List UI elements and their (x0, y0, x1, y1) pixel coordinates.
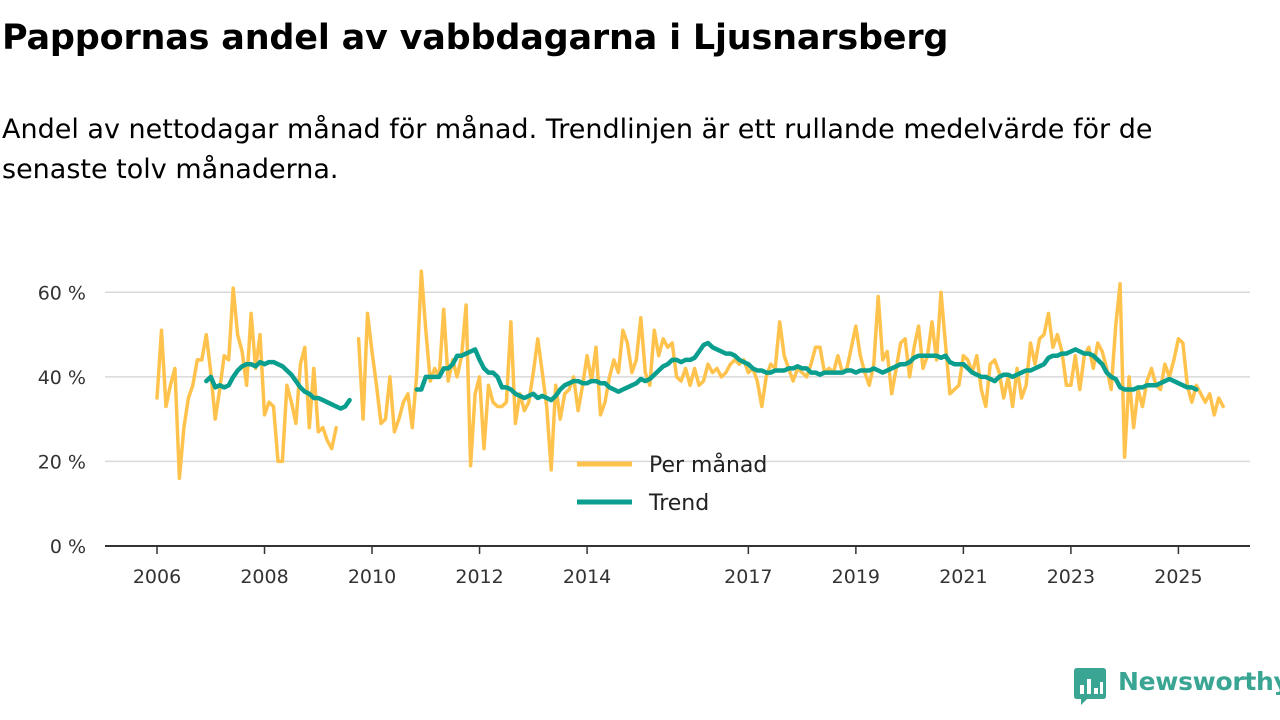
x-tick-label: 2019 (832, 566, 880, 588)
x-tick-label: 2008 (240, 566, 288, 588)
chart-subtitle: Andel av nettodagar månad för månad. Tre… (2, 114, 1153, 185)
axes: 0 % 20 % 40 % 60 % 2006 2008 2010 2012 2014 2017 2… (38, 282, 1250, 588)
legend-label: Per månad (649, 452, 767, 478)
series-lines (155, 269, 1225, 481)
series-line-monthly (155, 269, 1225, 481)
legend-label: Trend (648, 491, 709, 516)
y-tick-label: 60 % (38, 282, 86, 304)
newsworthy-logo (1073, 668, 1107, 706)
series-line-trend (204, 340, 1199, 411)
x-tick-label: 2021 (939, 566, 987, 588)
x-tick-label: 2014 (563, 566, 611, 588)
x-tick-label: 2006 (133, 566, 181, 588)
newsworthy-wordmark: Newsworthy (1118, 667, 1280, 696)
x-tick-label: 2012 (455, 566, 503, 588)
y-tick-label: 40 % (38, 367, 86, 389)
y-tick-label: 0 % (50, 536, 86, 558)
x-tick-label: 2023 (1047, 566, 1095, 588)
newsworthy-icon (1074, 668, 1106, 705)
y-tick-label: 20 % (38, 451, 86, 473)
x-tick-label: 2017 (724, 566, 772, 588)
chart-title: Pappornas andel av vabbdagarna i Ljusnar… (2, 18, 949, 58)
x-tick-label: 2010 (348, 566, 396, 588)
legend: Per månad Trend (577, 452, 767, 516)
x-tick-label: 2025 (1154, 566, 1202, 588)
